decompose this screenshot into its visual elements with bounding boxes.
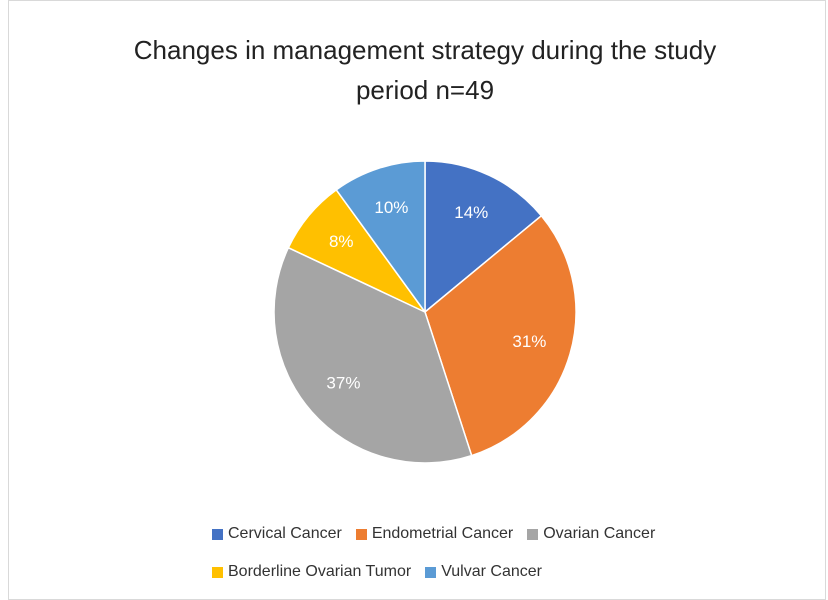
data-label: 37% [326,373,360,392]
legend-item: Borderline Ovarian Tumor [212,560,411,584]
legend-swatch [527,528,539,540]
legend-swatch [212,566,223,578]
legend-label: Cervical Cancer [228,525,342,542]
legend-item: Vulvar Cancer [425,560,542,584]
legend-label: Borderline Ovarian Tumor [228,563,412,580]
legend-item: Cervical Cancer [212,522,342,546]
legend-item: Ovarian Cancer [527,522,655,546]
legend-label: Vulvar Cancer [441,563,542,580]
legend-swatch [425,566,437,578]
pie-slice [424,214,577,457]
pie-slice [335,160,426,315]
legend-swatch [212,528,223,540]
chart-title: Changes in management strategy during th… [133,35,717,105]
data-label: 10% [374,198,408,217]
legend: Cervical Cancer Endometrial Cancer Ovarian… [212,522,732,584]
data-label: 8% [329,232,354,251]
legend-item: Endometrial Cancer [355,522,514,546]
pie-slice [424,160,543,314]
legend-label: Endometrial Cancer [371,525,514,542]
data-label: 14% [454,203,488,222]
data-label: 31% [512,332,546,351]
legend-label: Ovarian Cancer [543,525,656,542]
legend-swatch [355,528,367,540]
pie-slice [273,246,473,464]
